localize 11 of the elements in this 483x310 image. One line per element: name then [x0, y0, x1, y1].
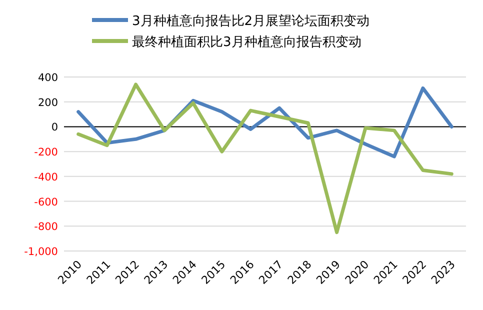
y-tick-label: -200	[34, 146, 58, 159]
legend-label: 最终种植面积比3月种植意向报告积变动	[132, 35, 362, 50]
y-tick-label: -1,000	[24, 246, 58, 258]
y-tick-label: -600	[34, 196, 58, 208]
line-series	[76, 82, 454, 234]
legend-label: 3月种植意向报告比2月展望论坛面积变动	[132, 14, 370, 29]
y-tick-label: 0	[51, 122, 58, 134]
y-tick-label: -400	[34, 171, 58, 184]
y-tick-label: 200	[38, 96, 58, 109]
y-tick-label: -800	[34, 221, 58, 234]
y-tick-label: 400	[38, 72, 58, 84]
